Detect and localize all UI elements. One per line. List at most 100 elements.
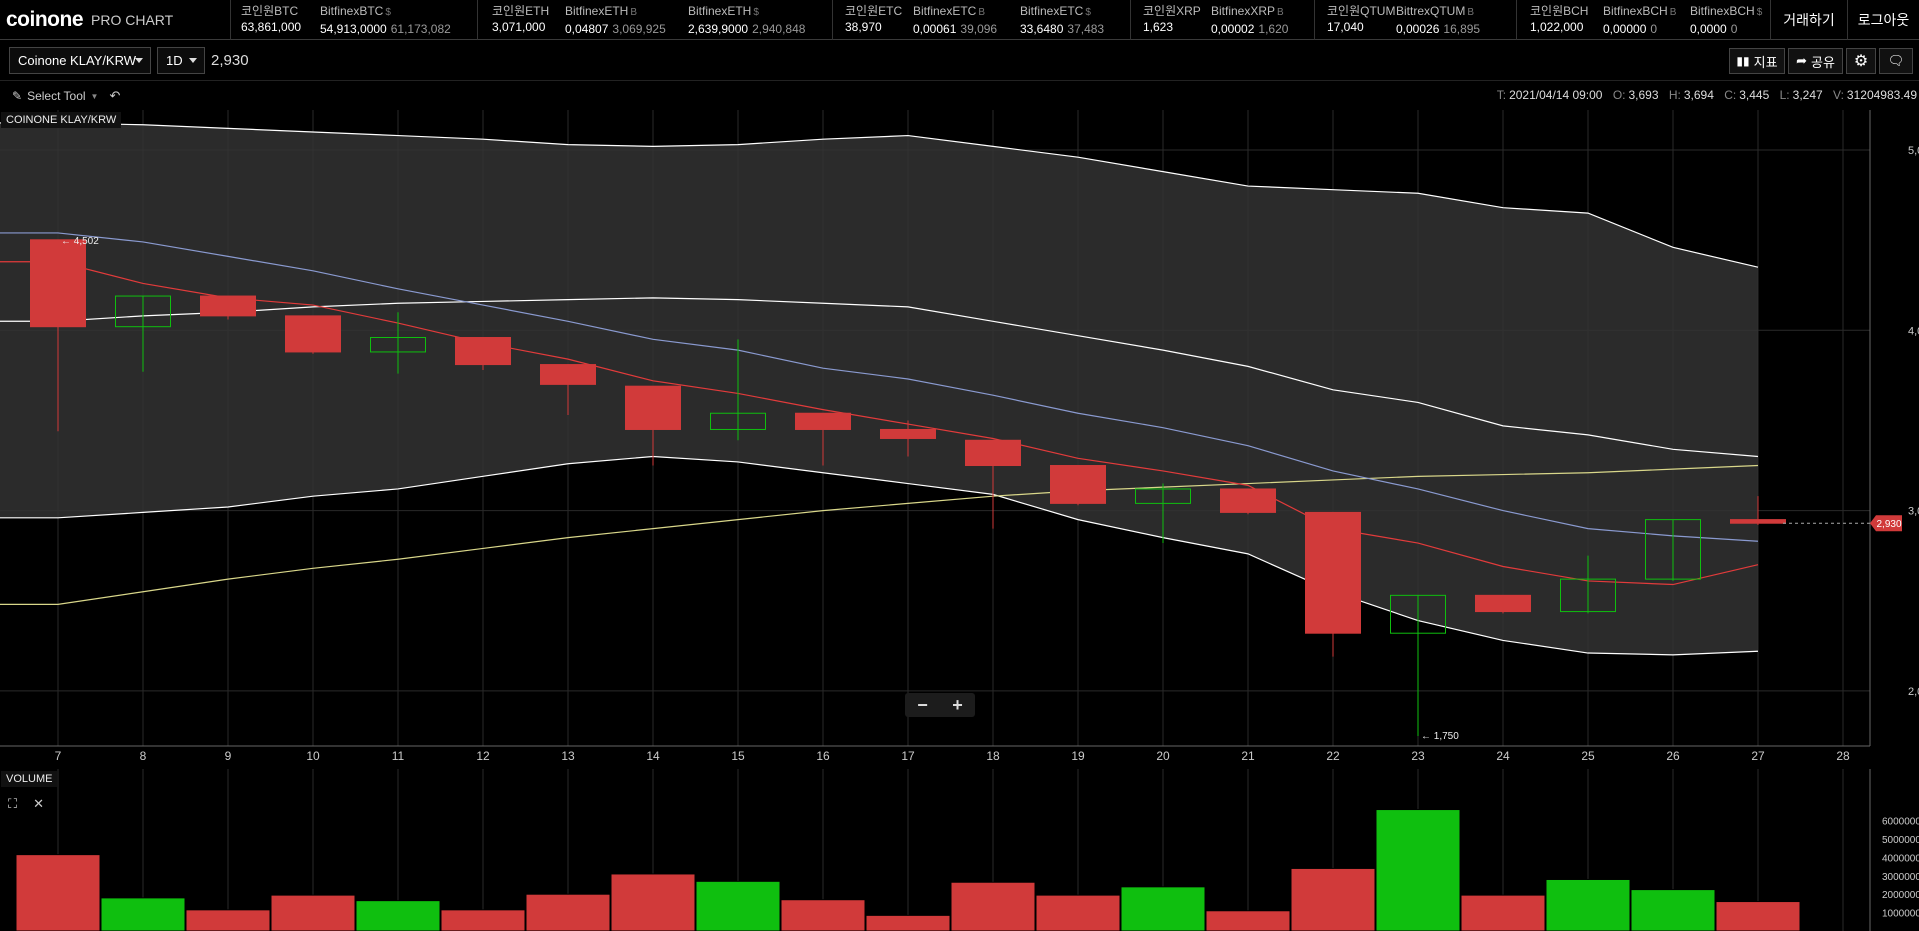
close-icon[interactable]: ✕ — [33, 796, 45, 811]
logout-button[interactable]: 로그아웃 — [1847, 0, 1919, 40]
volume-bar — [1715, 901, 1801, 931]
candle-body — [965, 439, 1021, 467]
ticker-9[interactable]: BitfinexXRP B 0,00002 1,620 — [1211, 3, 1288, 37]
ma-red-line — [0, 261, 1759, 586]
ticker-name: BitfinexETH $ — [688, 3, 805, 21]
ticker-0[interactable]: 코인원BTC 63,861,000 — [241, 3, 301, 35]
ticker-name-text: BittrexQTUM — [1396, 4, 1466, 18]
symbol-select[interactable]: Coinone KLAY/KRW — [9, 47, 151, 74]
ticker-8[interactable]: 코인원XRP 1,623 — [1143, 3, 1201, 35]
ticker-krw-equivalent: 3,069,925 — [612, 22, 666, 36]
volume-bar — [1460, 894, 1546, 931]
interval-select[interactable]: 1D — [157, 47, 205, 74]
candle — [1390, 594, 1446, 736]
ticker-14[interactable]: BitfinexBCH $0,0000 0 — [1690, 3, 1762, 37]
bollinger-upper-line — [0, 122, 1759, 268]
chevron-down-icon — [135, 58, 143, 63]
zoom-controls: − + — [905, 693, 975, 717]
candle — [880, 420, 936, 457]
settings-button[interactable]: ⚙ — [1846, 48, 1876, 74]
y-tick-label: 2,000 — [1908, 686, 1919, 698]
volume-panel-label: VOLUME — [1, 771, 58, 787]
ma-blue-line — [0, 232, 1759, 542]
volume-bar — [15, 854, 101, 931]
ticker-7[interactable]: BitfinexETC $33,6480 37,483 — [1020, 3, 1104, 37]
ticker-5[interactable]: 코인원ETC 38,970 — [845, 3, 902, 35]
ticker-price-row: 1,022,000 — [1530, 19, 1588, 35]
ticker-currency: B — [1669, 7, 1677, 18]
candle — [1050, 465, 1106, 506]
ticker-2[interactable]: 코인원ETH 3,071,000 — [492, 3, 549, 35]
candle-body — [1730, 519, 1786, 524]
x-tick-label: 9 — [225, 749, 232, 763]
chat-button[interactable]: 🗨 — [1879, 48, 1913, 74]
ticker-price-row: 0,04807 3,069,925 — [565, 21, 666, 37]
undo-icon[interactable]: ↶ — [109, 88, 121, 103]
last-price: 2,930 — [211, 52, 249, 69]
trade-button[interactable]: 거래하기 — [1770, 0, 1847, 40]
maximize-icon[interactable]: ⛶ — [8, 796, 18, 811]
x-tick-label: 12 — [476, 749, 490, 763]
candle-body — [1560, 578, 1616, 613]
volume-bar — [780, 899, 866, 931]
low-annotation: ← 1,750 — [1421, 731, 1459, 742]
ticker-divider — [1516, 0, 1517, 40]
zoom-out-button[interactable]: − — [917, 694, 928, 715]
ticker-currency: B — [1467, 7, 1475, 18]
indicator-button[interactable]: ▮▮ 지표 — [1729, 48, 1785, 74]
ticker-price: 54,913,0000 — [320, 22, 387, 36]
ticker-currency: $ — [753, 7, 759, 18]
ohlc-open-key: O: — [1612, 88, 1626, 102]
bar-chart-icon: ▮▮ — [1736, 54, 1750, 68]
volume-tick-label: 6000000 — [1882, 817, 1919, 828]
ticker-12[interactable]: 코인원BCH 1,022,000 — [1530, 3, 1588, 35]
ticker-1[interactable]: BitfinexBTC $54,913,0000 61,173,082 — [320, 3, 451, 37]
ma-yellow-line — [0, 464, 1759, 605]
ticker-price-row: 0,00000 0 — [1603, 21, 1676, 37]
ticker-name-text: 코인원ETC — [845, 4, 903, 18]
chart-toolbar: Coinone KLAY/KRW 1D 2,930 ▮▮ 지표 ➦ 공유 ⚙ 🗨 — [0, 41, 1919, 81]
candle — [710, 339, 766, 441]
x-tick-label: 28 — [1836, 749, 1850, 763]
ticker-13[interactable]: BitfinexBCH B 0,00000 0 — [1603, 3, 1676, 37]
x-tick-label: 22 — [1326, 749, 1340, 763]
logo[interactable]: coinone PRO CHART — [6, 8, 173, 32]
ticker-currency: $ — [1085, 7, 1091, 18]
x-tick-label: 24 — [1496, 749, 1510, 763]
last-price-tag-bg — [1870, 515, 1902, 532]
ticker-price-row: 33,6480 37,483 — [1020, 21, 1104, 37]
volume-bar — [1120, 886, 1206, 931]
ohlc-volume-key: V: — [1833, 88, 1844, 102]
candle — [370, 312, 426, 374]
gear-icon: ⚙ — [1853, 53, 1869, 70]
x-tick-label: 17 — [901, 749, 915, 763]
ticker-price-row: 1,623 — [1143, 19, 1201, 35]
last-price-tag: 2,930 — [1870, 515, 1902, 532]
ticker-name: BitfinexXRP B — [1211, 3, 1288, 21]
volume-bar — [1630, 889, 1716, 931]
ohlc-time-key: T: — [1496, 88, 1507, 102]
ticker-6[interactable]: BitfinexETC B 0,00061 39,096 — [913, 3, 997, 37]
ticker-divider — [1130, 0, 1131, 40]
ticker-price: 0,00002 — [1211, 22, 1255, 36]
y-tick-label: 5,000 — [1908, 145, 1919, 157]
select-tool-label: Select Tool — [27, 89, 86, 103]
select-tool[interactable]: ✎ Select Tool ▼ ↶ — [12, 88, 120, 104]
bollinger-middle-line — [0, 297, 1759, 458]
ticker-divider — [477, 0, 478, 40]
ticker-name: 코인원BCH — [1530, 3, 1588, 19]
ticker-4[interactable]: BitfinexETH $2,639,9000 2,940,848 — [688, 3, 805, 37]
ticker-krw-equivalent: 0 — [1650, 22, 1658, 36]
share-button[interactable]: ➦ 공유 — [1788, 48, 1843, 74]
candle — [1730, 496, 1786, 526]
ohlc-low-key: L: — [1779, 88, 1790, 102]
price-chart[interactable]: 2,000 3,000 4,000 5,000 7 8 9 10 11 12 13 14 15 16 17 1… — [0, 110, 1919, 765]
ticker-3[interactable]: BitfinexETH B 0,04807 3,069,925 — [565, 3, 666, 37]
ticker-11[interactable]: BittrexQTUM B 0,00026 16,895 — [1396, 3, 1480, 37]
ohlc-time: 2021/04/14 09:00 — [1509, 88, 1603, 102]
ticker-10[interactable]: 코인원QTUM 17,040 — [1327, 3, 1395, 35]
zoom-in-button[interactable]: + — [952, 694, 963, 715]
candle-body — [1390, 594, 1446, 634]
candle — [30, 239, 86, 432]
candle — [455, 337, 511, 370]
